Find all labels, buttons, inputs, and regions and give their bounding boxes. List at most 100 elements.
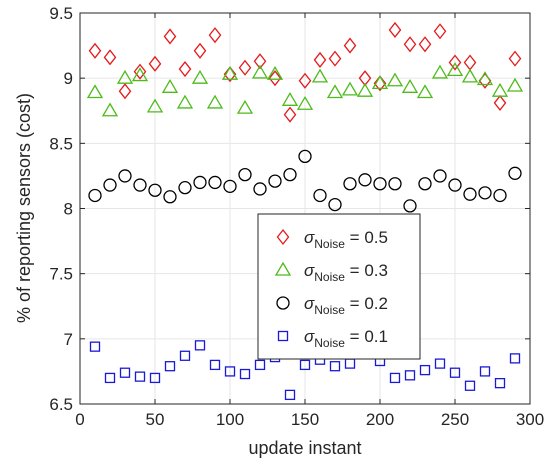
legend-entry-3: σNoise = 0.2 bbox=[304, 294, 388, 317]
series-3 bbox=[88, 149, 522, 213]
data-point bbox=[193, 175, 207, 190]
data-point bbox=[433, 169, 447, 183]
legend-entry-4: σNoise = 0.1 bbox=[304, 327, 388, 350]
data-point bbox=[191, 69, 209, 84]
data-point bbox=[118, 169, 132, 183]
data-point bbox=[329, 361, 341, 372]
legend-entry-3-value: = 0.2 bbox=[345, 294, 388, 313]
data-point bbox=[371, 75, 389, 90]
legend-marker-3 bbox=[276, 296, 290, 310]
data-point bbox=[238, 167, 252, 182]
data-point bbox=[446, 62, 464, 76]
data-point bbox=[101, 102, 119, 117]
data-point bbox=[389, 372, 401, 384]
legend-entry-3-sub: Noise bbox=[314, 303, 345, 317]
data-point bbox=[418, 177, 432, 191]
data-point bbox=[283, 106, 297, 123]
data-point bbox=[298, 149, 312, 164]
legend-entry-3-symbol: σ bbox=[304, 294, 315, 313]
data-point bbox=[386, 72, 404, 87]
data-point bbox=[358, 173, 372, 187]
data-point bbox=[179, 350, 191, 361]
data-point bbox=[416, 84, 434, 99]
legend-marker-2 bbox=[274, 261, 292, 276]
data-point bbox=[148, 55, 162, 72]
data-point bbox=[88, 188, 102, 203]
data-point bbox=[208, 27, 222, 44]
data-point bbox=[491, 82, 509, 97]
data-point bbox=[268, 174, 282, 188]
data-point bbox=[239, 368, 251, 380]
legend-entry-2: σNoise = 0.3 bbox=[304, 261, 388, 284]
data-point bbox=[343, 177, 357, 191]
data-point bbox=[343, 37, 357, 54]
legend-entry-1-symbol: σ bbox=[304, 228, 315, 247]
legend-box bbox=[257, 213, 421, 360]
data-point bbox=[403, 36, 417, 53]
data-point bbox=[404, 370, 416, 381]
data-point bbox=[328, 197, 342, 212]
data-point bbox=[388, 177, 402, 191]
data-point bbox=[116, 69, 134, 84]
data-point bbox=[506, 77, 524, 92]
series-4 bbox=[89, 340, 521, 401]
data-point bbox=[193, 42, 207, 59]
y-tick-label: 6.5 bbox=[49, 395, 73, 414]
data-point bbox=[494, 377, 506, 389]
legend-entry-4-value: = 0.1 bbox=[345, 327, 388, 346]
x-axis-label: update instant bbox=[248, 438, 361, 458]
data-point bbox=[326, 84, 344, 99]
y-tick-label: 8 bbox=[64, 200, 73, 219]
data-point bbox=[476, 71, 494, 86]
data-point bbox=[194, 340, 206, 351]
data-point bbox=[448, 178, 462, 192]
data-point bbox=[148, 183, 162, 197]
legend-entry-1-sub: Noise bbox=[314, 237, 345, 251]
data-point bbox=[223, 66, 237, 83]
data-point bbox=[508, 166, 522, 180]
data-point bbox=[401, 78, 419, 93]
data-point bbox=[131, 67, 149, 82]
series-1 bbox=[88, 21, 522, 123]
data-point bbox=[328, 50, 342, 67]
data-point bbox=[134, 371, 146, 382]
data-point bbox=[461, 68, 479, 83]
data-point bbox=[464, 380, 476, 391]
y-tick-label: 7.5 bbox=[49, 265, 73, 284]
data-point bbox=[266, 65, 284, 80]
data-point bbox=[149, 372, 161, 384]
data-point bbox=[86, 84, 104, 99]
x-tick-label: 200 bbox=[366, 410, 394, 429]
data-point bbox=[119, 367, 131, 378]
data-point bbox=[299, 359, 311, 371]
data-point bbox=[493, 94, 507, 111]
data-point bbox=[268, 70, 282, 87]
data-point bbox=[478, 186, 492, 200]
data-point bbox=[373, 177, 387, 191]
legend: σNoise = 0.5 σNoise = 0.3 σNoise = 0.2 σ… bbox=[257, 213, 421, 360]
data-point bbox=[433, 23, 447, 40]
data-point bbox=[103, 178, 117, 192]
data-point bbox=[224, 366, 236, 377]
data-point bbox=[133, 178, 147, 192]
data-point bbox=[146, 98, 164, 113]
legend-marker-4 bbox=[277, 330, 289, 342]
data-point bbox=[223, 179, 237, 193]
y-axis-label: % of reporting sensors (cost) bbox=[14, 93, 34, 323]
data-point bbox=[356, 82, 374, 97]
data-point bbox=[448, 54, 462, 71]
data-point bbox=[311, 68, 329, 83]
ticks: 0 50 100 150 200 250 300 6.5 7 7.5 8 8.5 9 9.5 bbox=[49, 4, 544, 429]
data-point bbox=[431, 64, 449, 79]
data-point bbox=[419, 364, 431, 376]
x-tick-label: 150 bbox=[291, 410, 319, 429]
x-tick-label: 100 bbox=[216, 410, 244, 429]
legend-entry-2-sub: Noise bbox=[314, 270, 345, 284]
y-tick-label: 7 bbox=[64, 330, 73, 349]
y-tick-label: 9 bbox=[64, 69, 73, 88]
data-point bbox=[254, 359, 266, 371]
data-point bbox=[208, 175, 222, 190]
legend-entry-2-symbol: σ bbox=[304, 261, 315, 280]
data-point bbox=[161, 78, 179, 93]
series-layer bbox=[86, 21, 524, 401]
